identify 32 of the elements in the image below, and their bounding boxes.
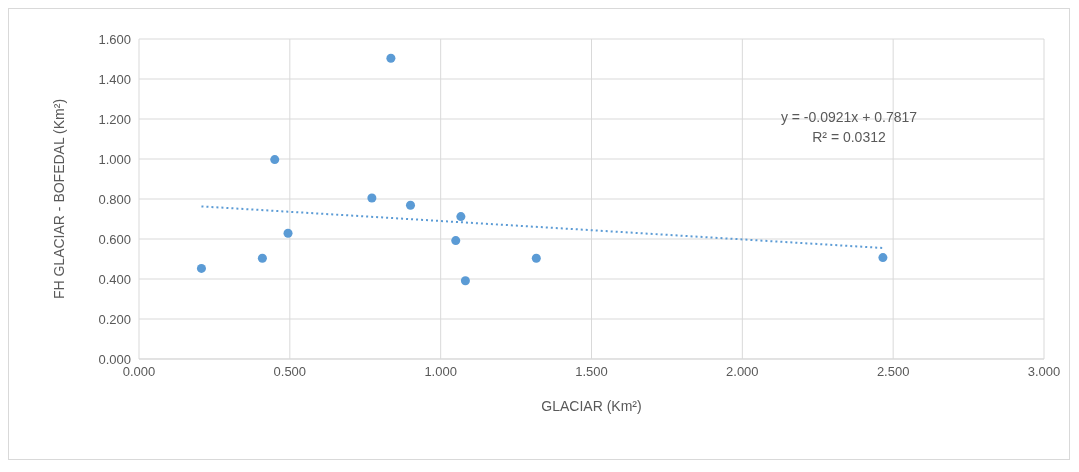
annotation: R² = 0.0312	[811, 128, 887, 147]
y-tick-label: 1.400	[98, 71, 131, 87]
point	[456, 212, 466, 222]
point	[283, 228, 293, 238]
point	[531, 253, 541, 263]
point	[451, 236, 461, 246]
x-axis-title: GLACIAR (Km²)	[541, 398, 642, 414]
y-tick-label: 0.800	[98, 191, 131, 207]
point	[270, 155, 280, 165]
y-tick-label: 0.600	[98, 231, 131, 247]
x-tick-label: 1.000	[424, 364, 457, 380]
point	[257, 253, 267, 263]
x-tick-label: 1.500	[575, 364, 608, 380]
point	[367, 193, 377, 203]
y-tick-label: 0.200	[98, 311, 131, 327]
x-tick-label: 2.000	[726, 364, 759, 380]
y-tick-label: 1.000	[98, 151, 131, 167]
point	[878, 253, 888, 263]
annotation: y = -0.0921x + 0.7817	[779, 108, 919, 127]
y-tick-label: 0.400	[98, 271, 131, 287]
y-tick-label: 1.200	[98, 111, 131, 127]
y-tick-label: 0.000	[98, 351, 131, 367]
x-tick-label: 0.000	[122, 364, 156, 380]
x-tick-label: 0.500	[273, 364, 307, 380]
point	[386, 53, 396, 63]
point	[460, 276, 470, 286]
x-tick-label: 3.000	[1027, 364, 1061, 380]
point	[405, 200, 416, 210]
point	[196, 263, 206, 273]
y-axis-title: FH GLACIAR - BOFEDAL (Km²)	[50, 98, 67, 300]
y-tick-label: 1.600	[98, 31, 131, 47]
x-tick-label: 2.500	[876, 364, 910, 380]
